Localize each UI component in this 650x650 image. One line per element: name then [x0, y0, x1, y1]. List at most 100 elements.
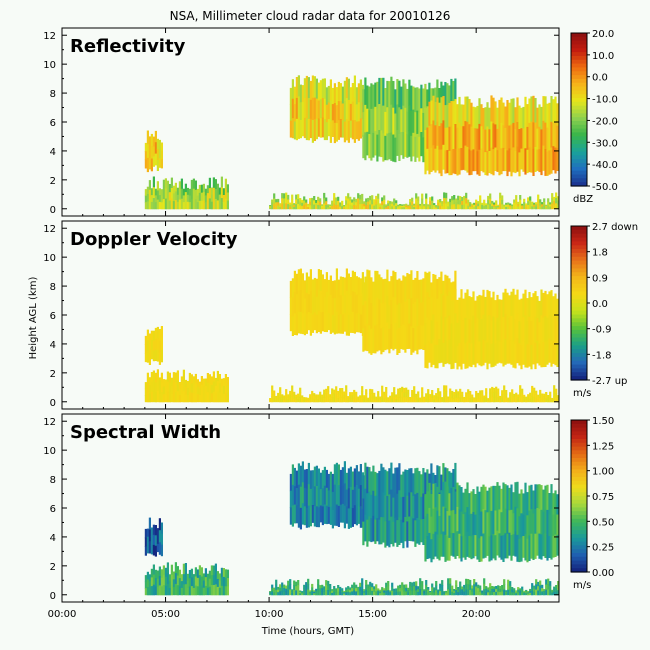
echo-cell: [275, 205, 278, 210]
colorbar-tick-label: 1.00: [592, 467, 614, 478]
echo-cell: [154, 569, 157, 579]
echo-cell: [548, 514, 551, 537]
echo-cell: [422, 137, 425, 163]
echo-cell: [313, 200, 316, 205]
echo-cell: [526, 538, 529, 563]
echo-cell: [315, 78, 318, 100]
colorbar-swatch: [571, 420, 587, 425]
echo-cell: [214, 198, 217, 210]
echo-cell: [293, 504, 296, 524]
echo-cell: [174, 583, 177, 596]
echo-cell: [534, 291, 537, 318]
echo-cell: [465, 589, 468, 596]
echo-cell: [327, 205, 330, 208]
echo-cell: [445, 590, 448, 593]
echo-cell: [549, 581, 552, 587]
echo-cell: [154, 153, 157, 166]
colorbar-swatch: [571, 249, 587, 254]
echo-cell: [144, 537, 147, 547]
echo-cell: [395, 203, 398, 207]
echo-cell: [473, 398, 476, 401]
echo-cell: [519, 396, 522, 403]
echo-cell: [453, 592, 456, 596]
echo-cell: [271, 390, 274, 397]
echo-cell: [373, 398, 376, 403]
echo-cell: [156, 535, 159, 545]
echo-cell: [361, 386, 364, 392]
colorbar-swatch: [571, 314, 587, 320]
echo-cell: [554, 512, 557, 535]
echo-cell: [331, 509, 334, 529]
panel-label: Doppler Velocity: [70, 229, 238, 250]
echo-cell: [341, 467, 344, 486]
echo-cell: [508, 148, 511, 172]
echo-cell: [486, 150, 489, 176]
echo-cell: [497, 388, 500, 394]
echo-cell: [460, 126, 463, 149]
echo-cell: [518, 493, 521, 517]
echo-cell: [162, 199, 165, 210]
echo-cell: [411, 582, 414, 587]
echo-cell: [220, 394, 223, 403]
echo-cell: [158, 576, 161, 586]
echo-cell: [455, 389, 458, 394]
echo-cell: [516, 122, 519, 148]
echo-cell: [439, 199, 442, 203]
echo-cell: [381, 592, 384, 596]
echo-cell: [335, 105, 338, 124]
echo-cell: [475, 586, 478, 592]
echo-cell: [400, 497, 403, 521]
echo-cell: [170, 385, 173, 395]
echo-cell: [380, 130, 383, 158]
echo-cell: [339, 388, 342, 394]
echo-cell: [283, 588, 286, 592]
echo-cell: [376, 108, 379, 136]
echo-cell: [498, 533, 501, 558]
echo-cell: [541, 588, 544, 592]
echo-cell: [489, 583, 492, 588]
echo-cell: [403, 588, 406, 592]
colorbar-tick-label: -0.9: [592, 325, 612, 336]
echo-cell: [392, 297, 395, 324]
echo-cell: [539, 590, 542, 596]
echo-cell: [303, 200, 306, 206]
echo-cell: [430, 494, 433, 518]
echo-cell: [557, 399, 559, 403]
echo-cell: [402, 105, 405, 133]
echo-cell: [449, 392, 452, 398]
echo-cell: [389, 593, 392, 596]
echo-cell: [497, 588, 500, 593]
echo-cell: [281, 586, 284, 592]
echo-cell: [321, 506, 324, 526]
echo-cell: [362, 89, 365, 113]
echo-cell: [335, 483, 338, 506]
echo-cell: [433, 205, 436, 208]
echo-cell: [364, 462, 367, 490]
echo-cell: [441, 400, 444, 403]
echo-cell: [433, 206, 436, 210]
echo-cell: [407, 207, 410, 210]
echo-cell: [301, 205, 304, 210]
echo-cell: [455, 397, 458, 403]
echo-cell: [538, 343, 541, 366]
echo-cell: [500, 535, 503, 560]
echo-cell: [447, 398, 450, 401]
echo-cell: [450, 150, 453, 176]
echo-cell: [299, 311, 302, 334]
echo-cell: [539, 205, 542, 210]
echo-cell: [479, 585, 482, 590]
echo-cell: [512, 288, 515, 316]
echo-cell: [446, 127, 449, 151]
echo-cell: [311, 120, 314, 143]
echo-cell: [325, 311, 328, 333]
echo-cell: [553, 196, 556, 202]
echo-cell: [186, 587, 189, 596]
echo-cell: [446, 340, 449, 364]
echo-cell: [333, 198, 336, 204]
echo-cell: [273, 592, 276, 596]
echo-cell: [495, 591, 498, 596]
echo-cell: [473, 206, 476, 210]
echo-cell: [351, 471, 354, 491]
colorbar-swatch: [571, 303, 587, 308]
echo-cell: [345, 268, 348, 292]
